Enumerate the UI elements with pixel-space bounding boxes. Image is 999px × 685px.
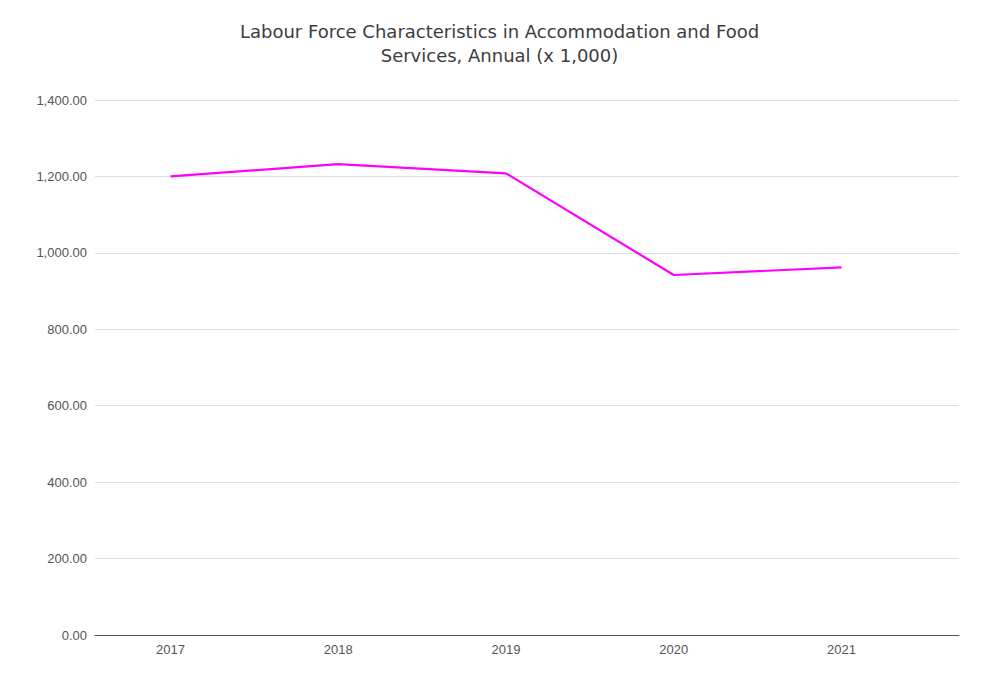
svg-text:Services, Annual (x 1,000): Services, Annual (x 1,000) <box>381 45 619 66</box>
svg-text:800.00: 800.00 <box>47 322 87 337</box>
svg-text:2017: 2017 <box>156 642 185 657</box>
svg-text:Labour Force Characteristics i: Labour Force Characteristics in Accommod… <box>240 21 759 42</box>
svg-text:200.00: 200.00 <box>47 551 87 566</box>
svg-text:600.00: 600.00 <box>47 398 87 413</box>
svg-text:0.00: 0.00 <box>62 628 87 643</box>
svg-text:1,200.00: 1,200.00 <box>36 169 87 184</box>
svg-text:2020: 2020 <box>659 642 688 657</box>
svg-text:2021: 2021 <box>827 642 856 657</box>
svg-text:1,000.00: 1,000.00 <box>36 245 87 260</box>
svg-text:1,400.00: 1,400.00 <box>36 93 87 108</box>
svg-text:2019: 2019 <box>492 642 521 657</box>
svg-text:400.00: 400.00 <box>47 475 87 490</box>
svg-text:2018: 2018 <box>324 642 353 657</box>
